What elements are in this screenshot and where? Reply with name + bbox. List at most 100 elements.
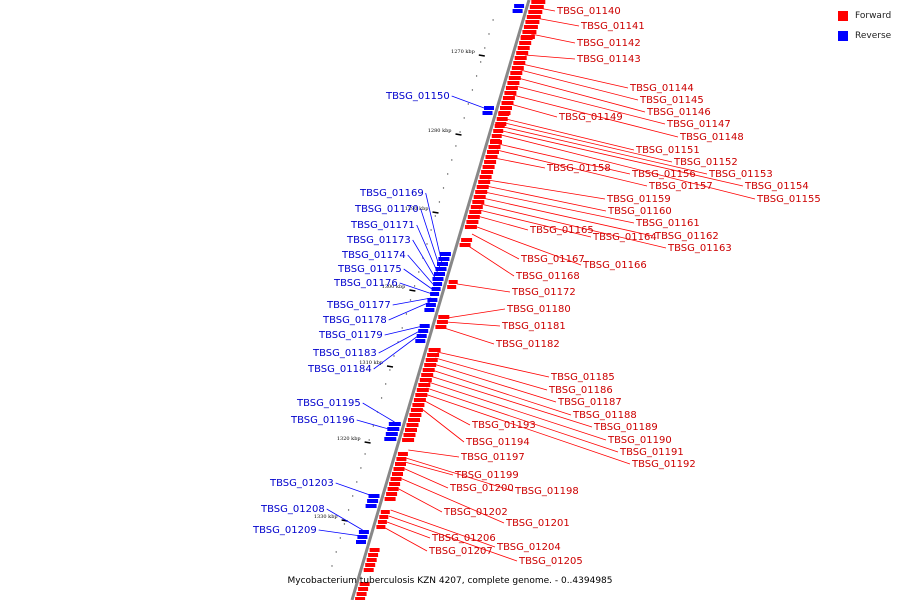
minor-tick: [451, 159, 453, 161]
gene-label-tbsg-01196[interactable]: TBSG_01196: [290, 415, 355, 426]
gene-label-tbsg-01140[interactable]: TBSG_01140: [556, 6, 621, 17]
gene-label-tbsg-01148[interactable]: TBSG_01148: [679, 132, 744, 143]
gene-label-tbsg-01160[interactable]: TBSG_01160: [607, 206, 672, 217]
gene-label-tbsg-01172[interactable]: TBSG_01172: [511, 287, 576, 298]
gene-label-tbsg-01184[interactable]: TBSG_01184: [307, 364, 372, 375]
gene-label-tbsg-01197[interactable]: TBSG_01197: [460, 452, 525, 463]
forward-gene-block: [531, 0, 546, 4]
gene-label-tbsg-01180[interactable]: TBSG_01180: [506, 304, 571, 315]
gene-label-tbsg-01151[interactable]: TBSG_01151: [635, 145, 700, 156]
gene-label-tbsg-01171[interactable]: TBSG_01171: [350, 220, 415, 231]
gene-label-tbsg-01153[interactable]: TBSG_01153: [708, 169, 773, 180]
reverse-gene-block: [512, 9, 523, 13]
tick-label: 1310 kbp: [359, 360, 383, 366]
gene-label-tbsg-01142[interactable]: TBSG_01142: [576, 38, 641, 49]
gene-label-tbsg-01156[interactable]: TBSG_01156: [631, 169, 696, 180]
gene-label-tbsg-01178[interactable]: TBSG_01178: [322, 315, 387, 326]
gene-label-tbsg-01206[interactable]: TBSG_01206: [431, 533, 496, 544]
gene-label-tbsg-01194[interactable]: TBSG_01194: [465, 437, 530, 448]
reverse-gene-block: [388, 422, 401, 426]
gene-label-tbsg-01143[interactable]: TBSG_01143: [576, 54, 641, 65]
legend-item-forward: Forward: [838, 8, 898, 23]
leader-line: [390, 509, 496, 548]
leader-line: [504, 122, 673, 163]
reverse-gene-block: [427, 298, 438, 302]
gene-label-tbsg-01164[interactable]: TBSG_01164: [592, 232, 657, 243]
reverse-gene-block: [357, 535, 368, 539]
forward-gene-block: [488, 145, 501, 149]
forward-gene-block: [397, 452, 408, 456]
reverse-gene-block: [368, 494, 380, 498]
reverse-gene-block: [431, 287, 441, 291]
gene-label-tbsg-01199[interactable]: TBSG_01199: [454, 470, 519, 481]
gene-label-tbsg-01146[interactable]: TBSG_01146: [646, 107, 711, 118]
reverse-gene-block: [356, 540, 366, 544]
gene-label-tbsg-01192[interactable]: TBSG_01192: [631, 459, 696, 470]
gene-label-tbsg-01149[interactable]: TBSG_01149: [558, 112, 623, 123]
gene-label-tbsg-01165[interactable]: TBSG_01165: [529, 225, 594, 236]
gene-label-tbsg-01159[interactable]: TBSG_01159: [606, 194, 671, 205]
gene-label-tbsg-01179[interactable]: TBSG_01179: [318, 330, 383, 341]
legend-item-reverse: Reverse: [838, 28, 898, 43]
gene-label-tbsg-01158[interactable]: TBSG_01158: [546, 163, 611, 174]
gene-label-tbsg-01150[interactable]: TBSG_01150: [385, 91, 450, 102]
gene-label-tbsg-01207[interactable]: TBSG_01207: [428, 546, 493, 557]
gene-label-tbsg-01161[interactable]: TBSG_01161: [635, 218, 700, 229]
gene-label-tbsg-01205[interactable]: TBSG_01205: [518, 556, 583, 567]
gene-label-tbsg-01167[interactable]: TBSG_01167: [520, 254, 585, 265]
forward-gene-block: [359, 582, 370, 586]
gene-label-tbsg-01155[interactable]: TBSG_01155: [756, 194, 821, 205]
gene-label-tbsg-01201[interactable]: TBSG_01201: [505, 518, 570, 529]
gene-label-tbsg-01189[interactable]: TBSG_01189: [593, 422, 658, 433]
leader-line: [477, 215, 529, 231]
gene-label-tbsg-01166[interactable]: TBSG_01166: [582, 260, 647, 271]
gene-label-tbsg-01183[interactable]: TBSG_01183: [312, 348, 377, 359]
gene-label-tbsg-01169[interactable]: TBSG_01169: [359, 188, 424, 199]
gene-label-tbsg-01163[interactable]: TBSG_01163: [667, 243, 732, 254]
gene-label-tbsg-01152[interactable]: TBSG_01152: [673, 157, 738, 168]
gene-label-tbsg-01185[interactable]: TBSG_01185: [550, 372, 615, 383]
gene-label-tbsg-01188[interactable]: TBSG_01188: [572, 410, 637, 421]
gene-label-tbsg-01181[interactable]: TBSG_01181: [501, 321, 566, 332]
genome-caption: Mycobacterium tuberculosis KZN 4207, com…: [287, 576, 613, 586]
gene-label-tbsg-01204[interactable]: TBSG_01204: [496, 542, 561, 553]
gene-label-tbsg-01144[interactable]: TBSG_01144: [629, 83, 694, 94]
gene-label-tbsg-01182[interactable]: TBSG_01182: [495, 339, 560, 350]
gene-label-tbsg-01202[interactable]: TBSG_01202: [443, 507, 508, 518]
gene-label-tbsg-01174[interactable]: TBSG_01174: [341, 250, 406, 261]
gene-label-tbsg-01208[interactable]: TBSG_01208: [260, 504, 325, 515]
gene-label-tbsg-01157[interactable]: TBSG_01157: [648, 181, 713, 192]
gene-label-tbsg-01175[interactable]: TBSG_01175: [337, 264, 402, 275]
forward-gene-block: [365, 563, 376, 567]
gene-label-tbsg-01198[interactable]: TBSG_01198: [514, 486, 579, 497]
forward-gene-block: [413, 398, 426, 402]
forward-gene-block: [505, 86, 518, 90]
tick-layer: 1270 kbp 1280 kbp 1290 kbp 1300 kbp 1310 kbp…: [314, 19, 494, 567]
gene-label-tbsg-01193[interactable]: TBSG_01193: [471, 420, 536, 431]
gene-label-tbsg-01191[interactable]: TBSG_01191: [619, 447, 684, 458]
gene-label-tbsg-01170[interactable]: TBSG_01170: [354, 204, 419, 215]
gene-label-tbsg-01177[interactable]: TBSG_01177: [326, 300, 391, 311]
minor-tick: [447, 173, 449, 175]
gene-label-tbsg-01154[interactable]: TBSG_01154: [744, 181, 809, 192]
gene-label-tbsg-01145[interactable]: TBSG_01145: [639, 95, 704, 106]
forward-gene-block: [428, 348, 441, 352]
gene-label-tbsg-01200[interactable]: TBSG_01200: [449, 483, 514, 494]
gene-label-tbsg-01162[interactable]: TBSG_01162: [654, 231, 719, 242]
leader-line: [457, 283, 511, 293]
forward-gene-block: [470, 205, 483, 209]
gene-label-tbsg-01141[interactable]: TBSG_01141: [580, 21, 645, 32]
gene-label-tbsg-01176[interactable]: TBSG_01176: [333, 278, 398, 289]
gene-label-tbsg-01203[interactable]: TBSG_01203: [269, 478, 334, 489]
forward-gene-block: [500, 106, 512, 110]
gene-label-tbsg-01147[interactable]: TBSG_01147: [666, 119, 731, 130]
gene-label-tbsg-01195[interactable]: TBSG_01195: [296, 398, 361, 409]
forward-gene-block: [416, 388, 429, 392]
gene-label-tbsg-01168[interactable]: TBSG_01168: [515, 271, 580, 282]
gene-label-tbsg-01187[interactable]: TBSG_01187: [557, 397, 622, 408]
gene-label-tbsg-01190[interactable]: TBSG_01190: [607, 435, 672, 446]
gene-label-tbsg-01173[interactable]: TBSG_01173: [346, 235, 411, 246]
minor-tick: [488, 33, 490, 35]
gene-label-tbsg-01186[interactable]: TBSG_01186: [548, 385, 613, 396]
gene-label-tbsg-01209[interactable]: TBSG_01209: [252, 525, 317, 536]
